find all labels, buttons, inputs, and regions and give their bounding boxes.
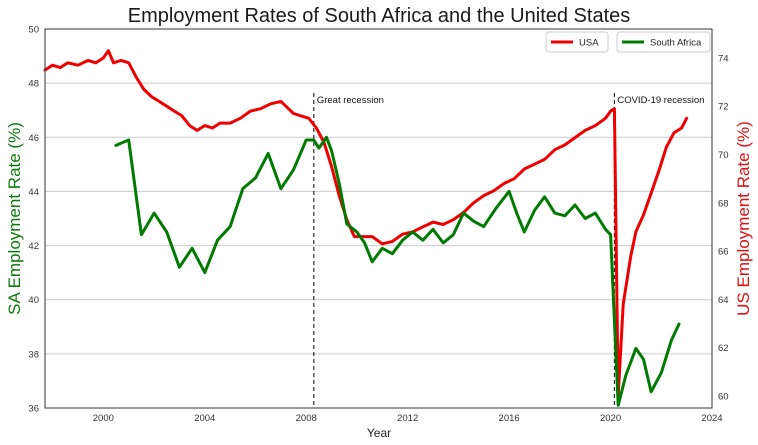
right-y-axis-ticks: 60 62 64 66 68 70 72 74 xyxy=(718,53,729,402)
legend-label: USA xyxy=(579,38,599,49)
x-tick-label: 2016 xyxy=(499,413,520,424)
legend-box xyxy=(616,31,711,53)
legend-box xyxy=(545,31,609,53)
series-line xyxy=(114,135,681,407)
recession-markers: Great recession COVID-19 recession xyxy=(313,93,704,408)
series-layer xyxy=(43,49,689,407)
right-y-tick-label: 64 xyxy=(718,295,729,306)
right-y-tick-label: 70 xyxy=(718,150,729,161)
grid-lines xyxy=(45,28,712,409)
right-y-tick-label: 60 xyxy=(718,391,729,402)
left-y-tick-label: 46 xyxy=(28,133,39,144)
x-tick-label: 2004 xyxy=(194,413,215,424)
right-y-tick-label: 74 xyxy=(718,53,729,64)
left-y-tick-label: 48 xyxy=(28,79,39,90)
x-axis-label: Year xyxy=(367,426,391,440)
plot-frame xyxy=(44,28,713,409)
left-y-tick-label: 44 xyxy=(28,187,39,198)
x-tick-label: 2020 xyxy=(600,413,621,424)
right-y-axis-label: US Employment Rate (%) xyxy=(734,121,753,316)
right-y-tick-label: 72 xyxy=(718,102,729,113)
legend-label: South Africa xyxy=(650,38,702,49)
left-y-axis-ticks: 36 38 40 42 44 46 48 50 xyxy=(28,25,39,415)
recession-label: Great recession xyxy=(317,95,384,106)
left-y-tick-label: 42 xyxy=(28,241,39,252)
left-y-tick-label: 36 xyxy=(28,404,39,415)
left-y-axis-label: SA Employment Rate (%) xyxy=(5,122,24,315)
left-y-tick-label: 38 xyxy=(28,349,39,360)
right-y-tick-label: 68 xyxy=(718,198,729,209)
legend: USA South Africa xyxy=(545,31,711,53)
left-y-tick-label: 50 xyxy=(28,25,39,36)
x-axis-ticks: 2000 2004 2008 2012 2016 2020 2024 xyxy=(93,413,723,424)
chart-title: Employment Rates of South Africa and the… xyxy=(128,5,631,27)
recession-label: COVID-19 recession xyxy=(617,95,704,106)
right-y-tick-label: 62 xyxy=(718,343,729,354)
left-y-tick-label: 40 xyxy=(28,295,39,306)
x-tick-label: 2012 xyxy=(397,413,418,424)
x-tick-label: 2000 xyxy=(93,413,114,424)
x-tick-label: 2008 xyxy=(296,413,317,424)
x-tick-label: 2024 xyxy=(701,413,722,424)
right-y-tick-label: 66 xyxy=(718,247,729,258)
